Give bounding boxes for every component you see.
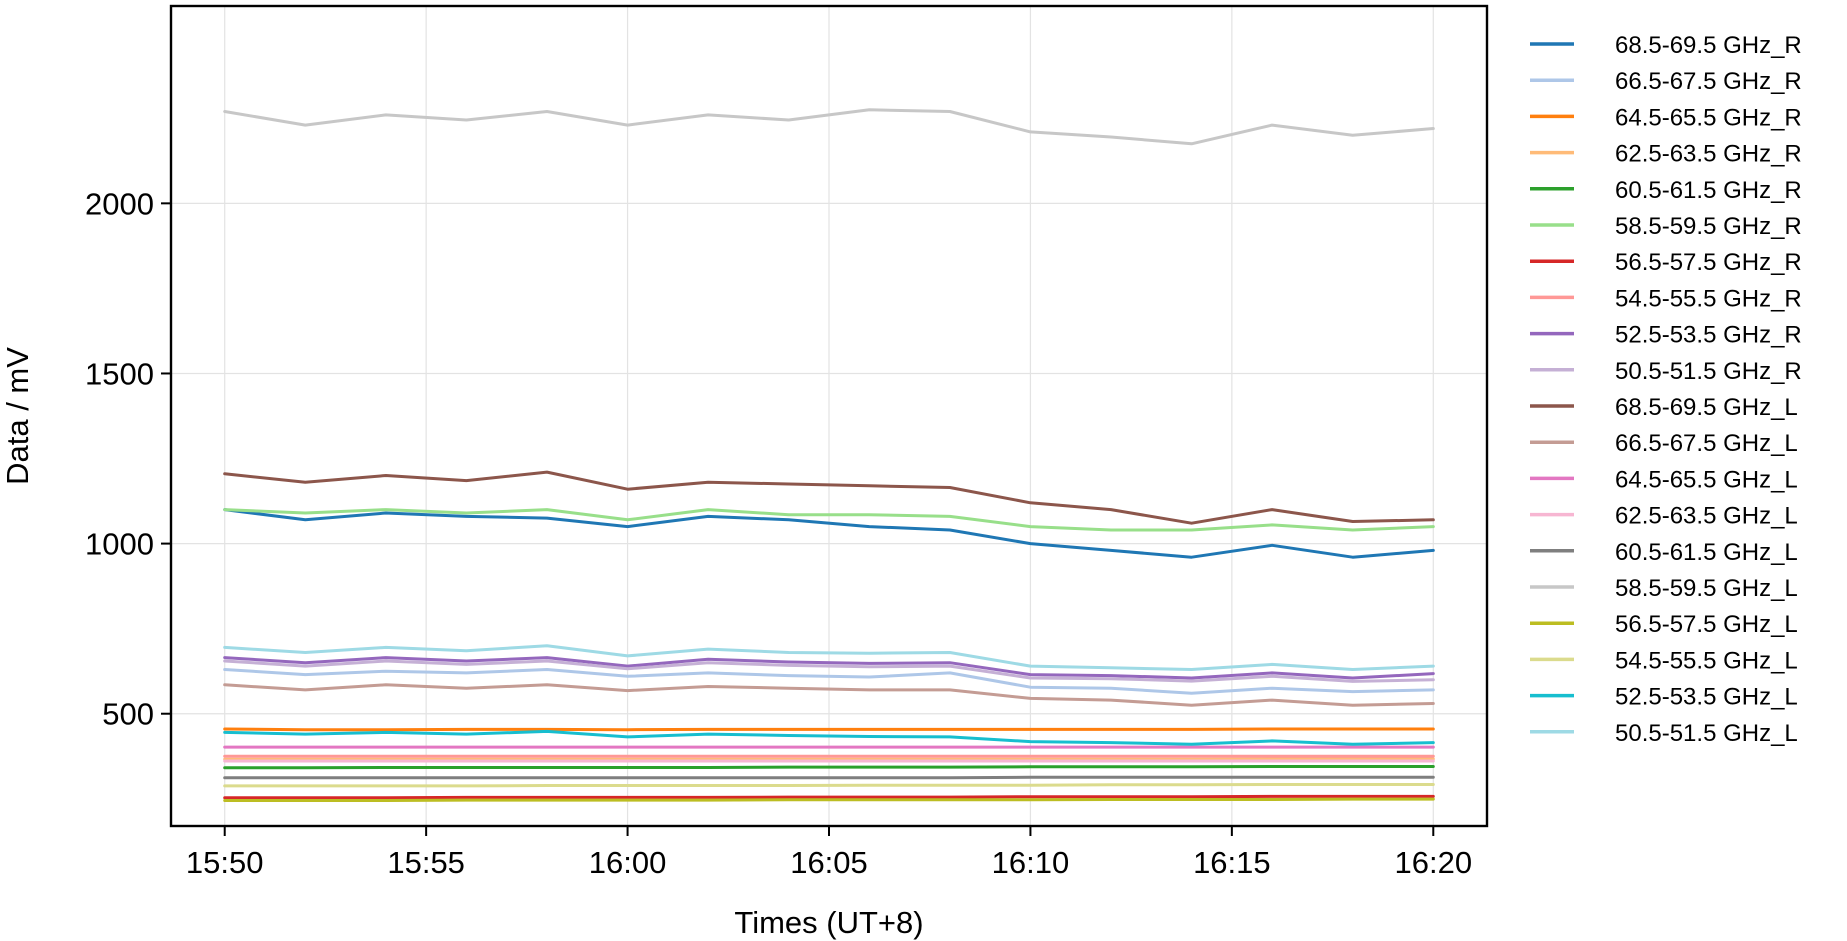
grid [171, 6, 1487, 826]
series-line-18 [223, 783, 1435, 788]
series-layer [223, 108, 1435, 802]
x-tick-label: 16:20 [1394, 845, 1472, 880]
series-line-11 [223, 470, 1435, 525]
series-line-3 [223, 727, 1435, 732]
series-line-9 [223, 656, 1435, 680]
x-axis: 15:50 15:55 16:00 16:05 16:10 16:15 16:20 [186, 826, 1472, 880]
x-axis-label: Times (UT+8) [734, 905, 923, 940]
y-tick-label: 500 [102, 697, 154, 732]
y-tick-label: 1000 [85, 527, 154, 562]
y-axis: 500 1000 1500 2000 [85, 186, 171, 732]
legend-label: 56.5-57.5 GHz_R [1615, 249, 1802, 276]
series-line-12 [223, 683, 1435, 707]
legend-label: 56.5-57.5 GHz_L [1615, 611, 1798, 638]
y-tick-label: 2000 [85, 186, 154, 221]
series-line-17 [223, 797, 1435, 802]
series-line-5 [223, 765, 1435, 770]
legend: 68.5-69.5 GHz_R 66.5-67.5 GHz_R 64.5-65.5 … [1530, 32, 1802, 747]
legend-label: 68.5-69.5 GHz_L [1615, 394, 1798, 421]
series-line-7 [223, 794, 1435, 800]
series-line-20 [223, 644, 1435, 671]
legend-label: 62.5-63.5 GHz_R [1615, 141, 1802, 168]
x-tick-label: 16:05 [790, 845, 868, 880]
legend-label: 54.5-55.5 GHz_L [1615, 647, 1798, 674]
series-line-10 [223, 659, 1435, 683]
x-tick-label: 16:00 [589, 845, 667, 880]
legend-label: 64.5-65.5 GHz_L [1615, 466, 1798, 493]
x-tick-label: 15:50 [186, 845, 264, 880]
legend-label: 64.5-65.5 GHz_R [1615, 104, 1802, 131]
legend-label: 52.5-53.5 GHz_R [1615, 322, 1802, 349]
series-line-1 [223, 508, 1435, 559]
legend-label: 60.5-61.5 GHz_R [1615, 177, 1802, 204]
legend-label: 66.5-67.5 GHz_L [1615, 430, 1798, 457]
legend-label: 50.5-51.5 GHz_L [1615, 720, 1798, 747]
legend-label: 58.5-59.5 GHz_L [1615, 575, 1798, 602]
x-tick-label: 16:15 [1193, 845, 1271, 880]
x-tick-label: 15:55 [387, 845, 465, 880]
series-line-19 [223, 729, 1435, 746]
y-tick-label: 1500 [85, 356, 154, 391]
legend-label: 62.5-63.5 GHz_L [1615, 503, 1798, 530]
y-axis-label: Data / mV [0, 347, 35, 485]
series-line-2 [223, 668, 1435, 695]
legend-label: 50.5-51.5 GHz_R [1615, 358, 1802, 385]
legend-label: 68.5-69.5 GHz_R [1615, 32, 1802, 59]
legend-label: 52.5-53.5 GHz_L [1615, 684, 1798, 711]
legend-label: 60.5-61.5 GHz_L [1615, 539, 1798, 566]
series-line-16 [223, 108, 1435, 146]
legend-label: 58.5-59.5 GHz_R [1615, 213, 1802, 240]
legend-label: 54.5-55.5 GHz_R [1615, 285, 1802, 312]
legend-label: 66.5-67.5 GHz_R [1615, 68, 1802, 95]
series-line-6 [223, 508, 1435, 532]
x-tick-label: 16:10 [992, 845, 1070, 880]
